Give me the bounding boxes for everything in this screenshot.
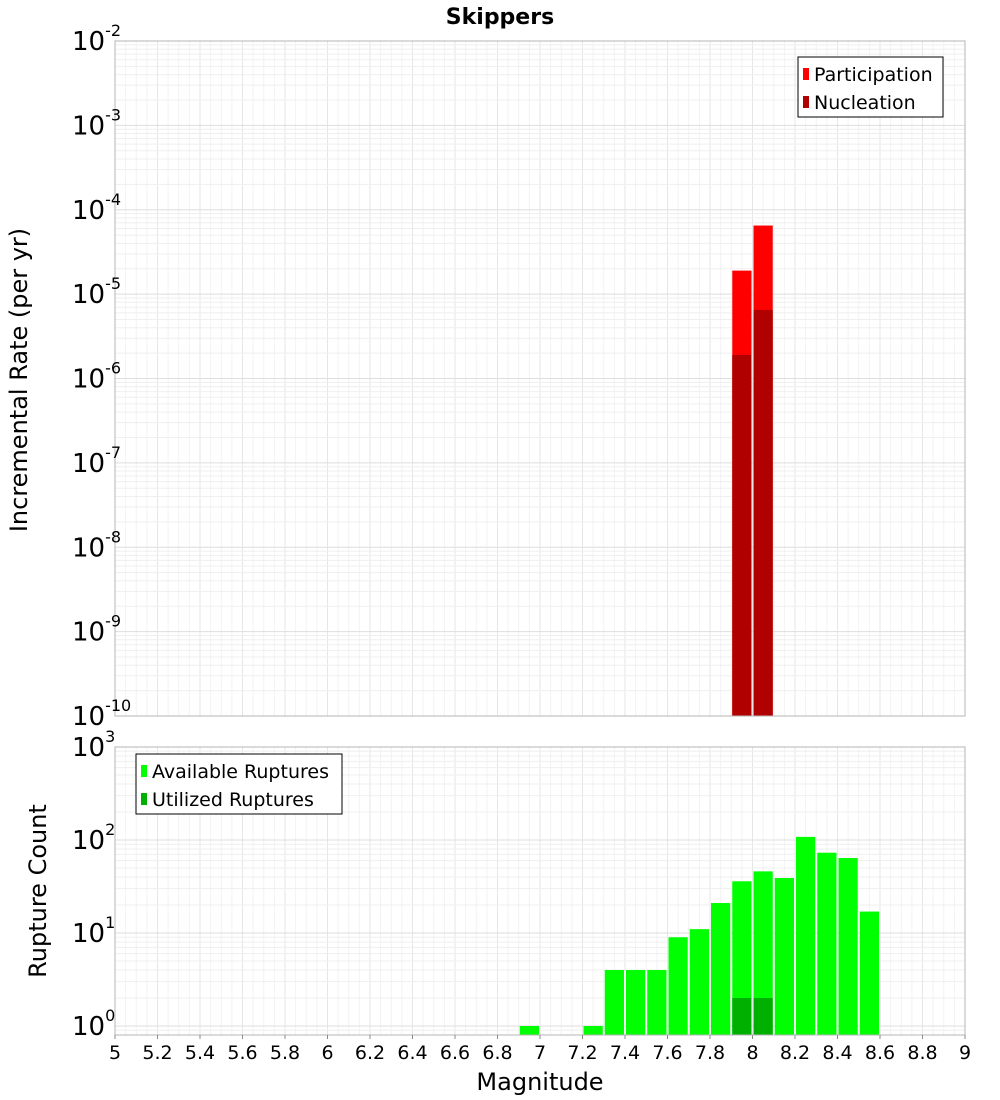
x-tick-label: 8.8: [907, 1042, 937, 1064]
bar-nucleation: [753, 309, 773, 716]
y-tick-label: 10-8: [72, 527, 121, 563]
y-tick-label: 10-5: [72, 274, 121, 310]
top-bars: [732, 225, 773, 716]
x-tick-label: 8.4: [822, 1042, 852, 1064]
y-tick-label: 100: [72, 1006, 115, 1042]
legend-swatch: [803, 96, 809, 108]
legend-box: [797, 56, 944, 118]
y-tick-label: 102: [72, 820, 115, 856]
x-tick-label: 8.6: [865, 1042, 895, 1064]
x-tick-label: 5.6: [227, 1042, 257, 1064]
x-tick-label: 7.6: [652, 1042, 682, 1064]
y-tick-label: 10-6: [72, 359, 121, 395]
legend-box: [135, 753, 343, 815]
x-tick-label: 6.6: [440, 1042, 470, 1064]
x-tick-label: 7.8: [695, 1042, 725, 1064]
y-tick-label: 101: [72, 913, 115, 949]
y-tick-label: 10-4: [72, 190, 121, 226]
bar-available-ruptures: [604, 969, 624, 1035]
bar-nucleation: [732, 354, 752, 716]
bar-available-ruptures: [668, 937, 688, 1035]
x-tick-label: 6: [321, 1042, 333, 1064]
x-tick-label: 7.4: [610, 1042, 640, 1064]
y-tick-label: 10-10: [72, 696, 131, 732]
top-y-tick-labels: 10-10 10-9 10-8 10-7 10-6 10-5 10-4 10-3 10-2: [72, 21, 131, 732]
y-tick-label: 10-3: [72, 105, 121, 141]
bar-available-ruptures: [817, 852, 837, 1035]
legend-entry: Available Ruptures: [152, 761, 329, 783]
bottom-y-tick-labels: 100 101 102 103: [72, 727, 115, 1042]
legend-swatch: [141, 793, 147, 805]
top-y-axis-label: Incremental Rate (per yr): [5, 228, 33, 532]
bottom-legend: Available Ruptures Utilized Ruptures: [135, 753, 343, 815]
legend-entry: Nucleation: [814, 92, 916, 114]
bar-available-ruptures: [711, 903, 731, 1035]
x-tick-label: 6.4: [397, 1042, 427, 1064]
bar-utilized-ruptures: [753, 997, 773, 1035]
bar-available-ruptures: [732, 881, 752, 1035]
bottom-bars: [519, 836, 879, 1035]
legend-entry: Utilized Ruptures: [152, 789, 314, 811]
y-tick-label: 10-9: [72, 612, 121, 648]
bar-available-ruptures: [626, 969, 646, 1035]
x-tick-label: 8: [746, 1042, 758, 1064]
x-tick-labels: 5 5.2 5.4 5.6 5.8 6 6.2 6.4 6.6 6.8 7 7.2 7.4 7.6 7.8 8…: [109, 1035, 971, 1064]
top-plot-frame: [114, 40, 966, 717]
y-tick-label: 10-2: [72, 21, 121, 57]
bar-available-ruptures: [796, 836, 816, 1035]
y-tick-label: 10-7: [72, 443, 121, 479]
bar-available-ruptures: [583, 1025, 603, 1035]
legend-swatch: [803, 68, 809, 80]
x-tick-label: 5.2: [142, 1042, 172, 1064]
legend-swatch: [141, 765, 147, 777]
x-tick-label: 7.2: [567, 1042, 597, 1064]
x-tick-label: 5.8: [270, 1042, 300, 1064]
legend-entry: Participation: [814, 64, 933, 86]
bar-available-ruptures: [689, 929, 709, 1035]
bottom-y-axis-label: Rupture Count: [24, 804, 52, 978]
bar-available-ruptures: [519, 1025, 539, 1035]
top-legend: Participation Nucleation: [797, 56, 944, 118]
bar-utilized-ruptures: [732, 997, 752, 1035]
x-tick-label: 6.8: [482, 1042, 512, 1064]
x-tick-label: 5: [109, 1042, 121, 1064]
bottom-plot-panel: 100 101 102 103 5 5.2 5.4 5.6 5.8 6 6.2 6.4 6.6 6.8 7…: [24, 727, 971, 1096]
x-tick-label: 9: [959, 1042, 971, 1064]
bar-available-ruptures: [838, 858, 858, 1035]
chart-title: Skippers: [446, 5, 554, 30]
bar-available-ruptures: [774, 878, 794, 1035]
top-plot-panel: 10-10 10-9 10-8 10-7 10-6 10-5 10-4 10-3 10-2 In…: [5, 21, 966, 732]
x-tick-label: 8.2: [780, 1042, 810, 1064]
bar-available-ruptures: [647, 969, 667, 1035]
top-grid: [114, 40, 966, 717]
bar-available-ruptures: [753, 871, 773, 1035]
x-tick-label: 5.4: [185, 1042, 215, 1064]
x-tick-label: 7: [534, 1042, 546, 1064]
bar-available-ruptures: [859, 911, 879, 1035]
y-tick-label: 103: [72, 727, 115, 763]
x-tick-label: 6.2: [355, 1042, 385, 1064]
x-axis-label: Magnitude: [476, 1068, 603, 1096]
